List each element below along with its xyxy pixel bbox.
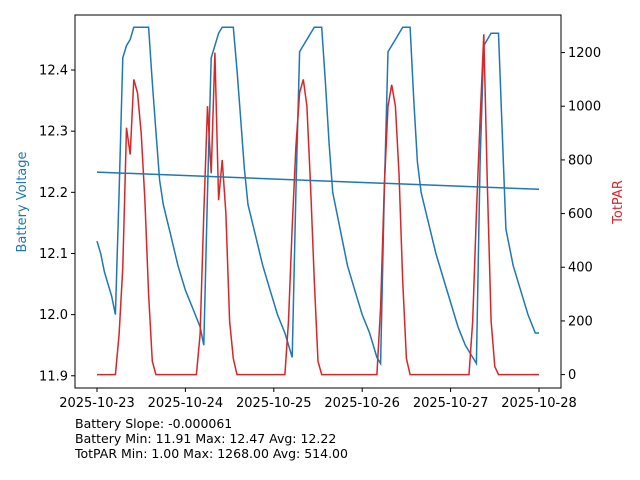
left-y-tick-label: 12.4	[39, 64, 68, 79]
battery-trend-line	[96, 171, 540, 191]
x-tick-label: 2025-10-25	[236, 396, 312, 411]
right-y-tick-label: 1200	[568, 46, 601, 61]
x-tick-label: 2025-10-27	[413, 396, 489, 411]
plot-frame	[74, 14, 562, 389]
par-series-line	[97, 34, 539, 376]
right-y-tick-label: 600	[568, 207, 593, 222]
x-tick-label: 2025-10-28	[501, 396, 577, 411]
x-tick-label: 2025-10-26	[324, 396, 400, 411]
left-axis-label: Battery Voltage	[15, 151, 30, 252]
left-y-tick-label: 12.3	[39, 125, 68, 140]
stats-block: Battery Slope: -0.000061 Battery Min: 11…	[75, 416, 348, 461]
battery-stats-text: Battery Min: 11.91 Max: 12.47 Avg: 12.22	[75, 431, 337, 446]
plot-area	[96, 26, 540, 376]
right-axis-label: TotPAR	[611, 180, 626, 225]
left-y-tick-label: 12.2	[39, 186, 68, 201]
right-y-tick-label: 200	[568, 314, 593, 329]
battery-series-line	[96, 26, 539, 367]
battery-slope-text: Battery Slope: -0.000061	[75, 416, 233, 431]
totpar-stats-text: TotPAR Min: 1.00 Max: 1268.00 Avg: 514.0…	[75, 446, 348, 461]
x-tick-label: 2025-10-23	[59, 396, 135, 411]
left-y-tick-label: 11.9	[39, 369, 68, 384]
axes: 2025-10-23 2025-10-24 2025-10-25 2025-10-26…	[39, 46, 601, 411]
right-y-tick-label: 800	[568, 153, 593, 168]
right-y-tick-label: 0	[568, 368, 576, 383]
right-y-tick-label: 1000	[568, 100, 601, 115]
left-y-tick-label: 12.0	[39, 308, 68, 323]
right-y-tick-label: 400	[568, 261, 593, 276]
x-tick-label: 2025-10-24	[148, 396, 224, 411]
left-y-tick-label: 12.1	[39, 247, 68, 262]
